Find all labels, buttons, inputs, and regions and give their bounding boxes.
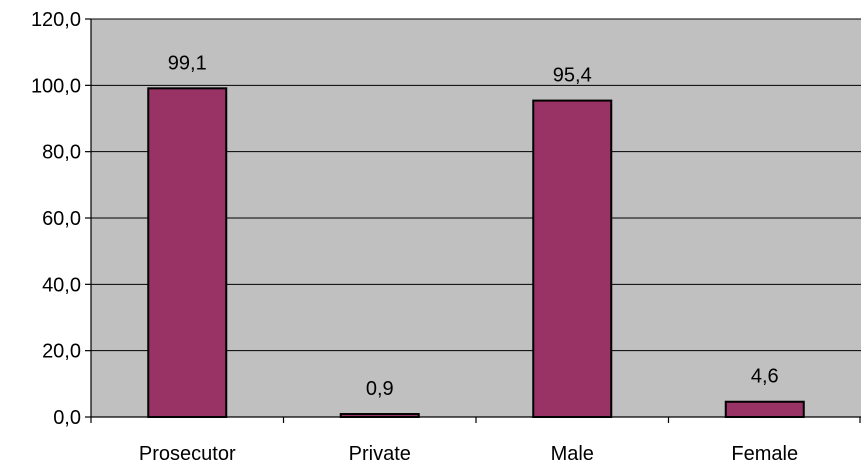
y-tick-label: 80,0 (42, 142, 81, 164)
y-tick-label: 60,0 (42, 208, 81, 230)
y-tick-label: 100,0 (31, 75, 81, 97)
x-category-label: Prosecutor (139, 443, 236, 465)
x-category-label: Private (349, 443, 411, 465)
bar-female (724, 400, 805, 419)
data-labels: 99,1 0,9 95,4 4,6 (168, 52, 779, 400)
data-label: 95,4 (553, 65, 592, 87)
y-tick-label: 20,0 (42, 341, 81, 363)
bar-male (532, 99, 613, 418)
data-label: 4,6 (751, 366, 779, 388)
axes (85, 18, 861, 423)
y-tick-label: 40,0 (42, 274, 81, 296)
x-axis-category-labels: Prosecutor Private Male Female (139, 443, 798, 465)
y-tick-label: 120,0 (31, 9, 81, 31)
y-tick-label: 0,0 (53, 407, 81, 429)
x-category-label: Female (731, 443, 798, 465)
data-label: 0,9 (366, 378, 394, 400)
x-category-label: Male (551, 443, 594, 465)
bar-prosecutor (147, 87, 228, 419)
y-axis-tick-labels: 0,0 20,0 40,0 60,0 80,0 100,0 120,0 (31, 9, 81, 429)
data-label: 99,1 (168, 52, 207, 74)
bars (147, 87, 805, 419)
